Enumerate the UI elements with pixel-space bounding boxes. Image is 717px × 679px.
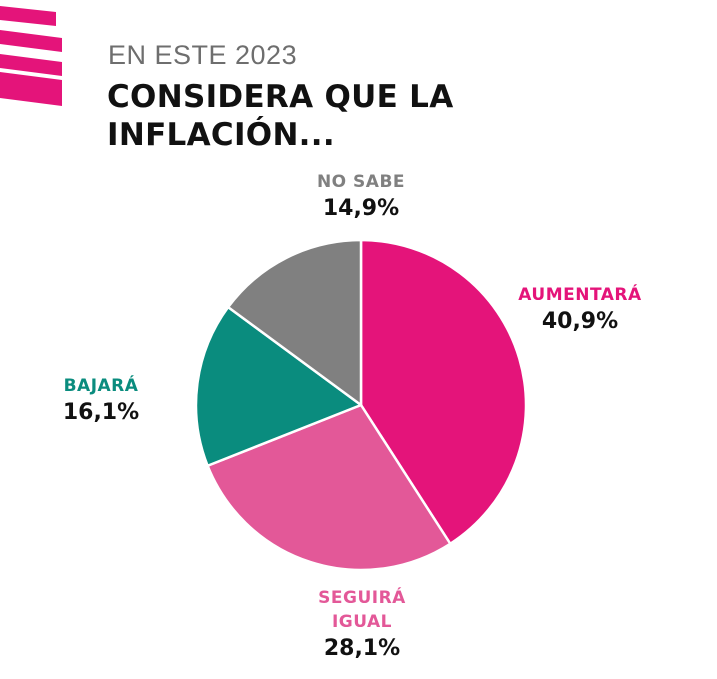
slice-name-no-sabe: NO SABE — [316, 172, 406, 192]
slice-label-seguira-igual: SEGUIRÁ IGUAL 28,1% — [292, 586, 432, 664]
slice-name-seguira-igual: SEGUIRÁ IGUAL — [292, 586, 432, 634]
slice-value-aumentara: 40,9% — [541, 309, 619, 334]
brand-stripes-logo — [0, 6, 62, 106]
slice-value-bajara: 16,1% — [62, 400, 140, 425]
slice-label-no-sabe: NO SABE 14,9% — [296, 170, 426, 224]
slice-name-bajara: BAJARÁ — [63, 376, 139, 396]
slice-value-seguira-igual: 28,1% — [323, 636, 401, 661]
slice-name-aumentara: AUMENTARÁ — [518, 285, 642, 305]
page-title: CONSIDERA QUE LA INFLACIÓN... — [107, 79, 454, 153]
slice-label-bajara: BAJARÁ 16,1% — [46, 374, 156, 428]
slice-value-no-sabe: 14,9% — [322, 196, 400, 221]
pie-slice-seguirá-igual — [206, 403, 452, 572]
pie-slice-no-sabe — [226, 238, 363, 407]
page-subtitle: EN ESTE 2023 — [108, 40, 298, 70]
pie-slice-bajará — [194, 305, 363, 467]
slice-name-seguira-igual-text: SEGUIRÁ IGUAL — [318, 588, 406, 632]
slice-label-aumentara: AUMENTARÁ 40,9% — [510, 283, 650, 337]
